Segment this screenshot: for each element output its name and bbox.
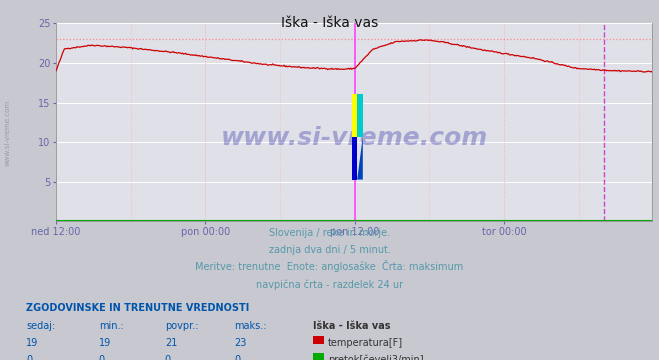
Text: zadnja dva dni / 5 minut.: zadnja dva dni / 5 minut.: [269, 245, 390, 255]
Text: Slovenija / reke in morje.: Slovenija / reke in morje.: [269, 228, 390, 238]
Text: 21: 21: [165, 338, 177, 348]
Text: Iška - Iška vas: Iška - Iška vas: [281, 16, 378, 30]
Text: sedaj:: sedaj:: [26, 321, 55, 331]
Text: 23: 23: [234, 338, 246, 348]
Text: 0: 0: [234, 355, 240, 360]
Text: maks.:: maks.:: [234, 321, 266, 331]
Text: Iška - Iška vas: Iška - Iška vas: [313, 321, 391, 331]
Polygon shape: [357, 137, 363, 180]
Text: www.si-vreme.com: www.si-vreme.com: [221, 126, 488, 150]
Text: 0: 0: [26, 355, 32, 360]
Text: ZGODOVINSKE IN TRENUTNE VREDNOSTI: ZGODOVINSKE IN TRENUTNE VREDNOSTI: [26, 303, 250, 314]
Text: min.:: min.:: [99, 321, 124, 331]
Text: Meritve: trenutne  Enote: anglosaške  Črta: maksimum: Meritve: trenutne Enote: anglosaške Črta…: [195, 260, 464, 273]
Text: pretok[čevelj3/min]: pretok[čevelj3/min]: [328, 355, 424, 360]
Bar: [352, 94, 357, 137]
Text: www.si-vreme.com: www.si-vreme.com: [5, 100, 11, 166]
Bar: [352, 137, 357, 180]
Text: povpr.:: povpr.:: [165, 321, 198, 331]
Text: 19: 19: [26, 338, 39, 348]
Text: 0: 0: [99, 355, 105, 360]
Bar: [357, 94, 363, 137]
Text: 0: 0: [165, 355, 171, 360]
Text: temperatura[F]: temperatura[F]: [328, 338, 403, 348]
Text: 19: 19: [99, 338, 111, 348]
Text: navpična črta - razdelek 24 ur: navpična črta - razdelek 24 ur: [256, 279, 403, 290]
